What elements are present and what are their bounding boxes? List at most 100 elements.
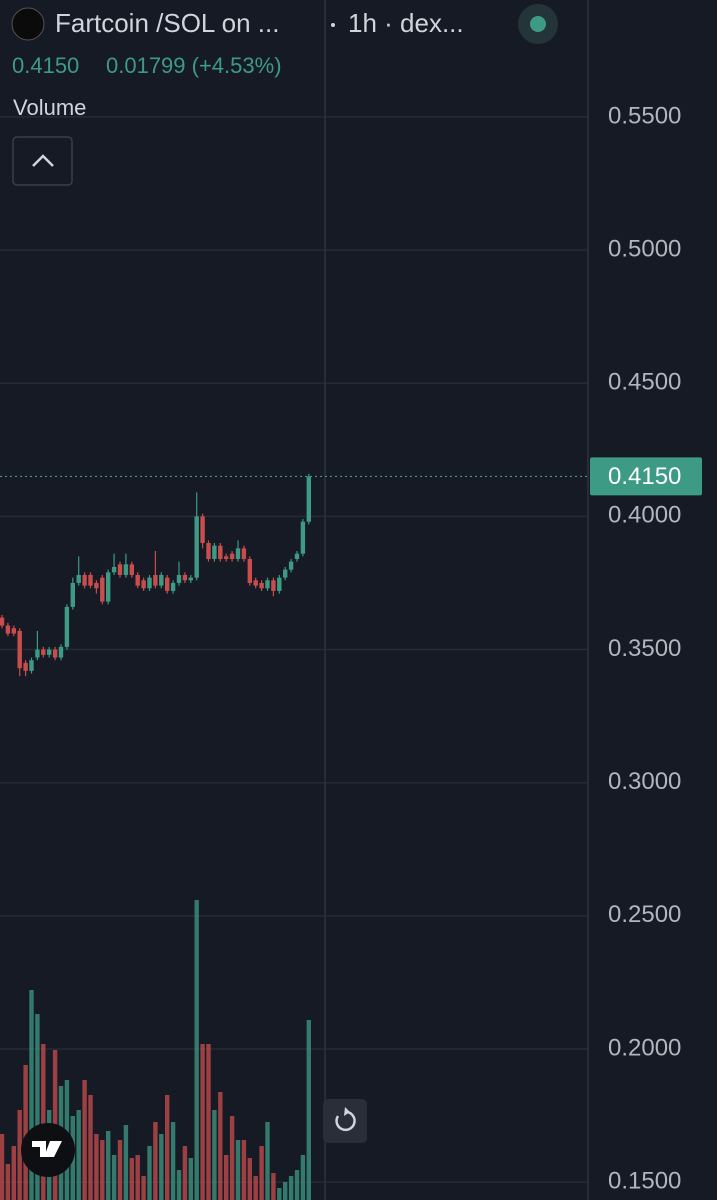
candle-body	[253, 580, 258, 586]
volume-bar	[229, 1116, 235, 1200]
candle-body	[288, 561, 294, 570]
candle-body	[224, 556, 229, 559]
volume-bar	[76, 1110, 81, 1200]
candle-body	[88, 574, 93, 586]
volume-bar	[188, 1158, 193, 1200]
volume-bar	[235, 1140, 241, 1200]
volume-bar	[182, 1146, 188, 1200]
chevron-icon	[32, 154, 54, 167]
candle-body	[294, 553, 300, 559]
candle-body	[153, 574, 158, 586]
volume-bar	[159, 1134, 164, 1200]
candle-body	[200, 516, 205, 544]
candle-body	[206, 543, 211, 559]
reset-button[interactable]	[323, 1099, 367, 1143]
volume-bar	[259, 1146, 264, 1200]
price-axis: 0.5500 0.5000 0.4500 0.4000 0.3500 0.3000 0.25…	[608, 102, 681, 1194]
volume-bar	[23, 1065, 28, 1200]
header-change: 0.01799 (+4.53%)	[106, 53, 282, 78]
y-tick-label: 0.4500	[608, 369, 681, 396]
candles	[0, 473, 311, 677]
volume-bar	[135, 1155, 140, 1200]
candle-body	[82, 574, 87, 586]
candle-body	[52, 649, 58, 658]
volume-bar	[283, 1182, 288, 1200]
candle-body	[306, 476, 311, 522]
volume-bar	[5, 1164, 11, 1200]
candle-body	[23, 662, 28, 671]
reset-arrow	[344, 1107, 350, 1116]
volume-bar	[17, 1110, 22, 1200]
volume-bar	[0, 1134, 5, 1200]
volume-bar	[241, 1140, 247, 1200]
volume-bar	[212, 1110, 217, 1200]
volume-bar	[29, 990, 34, 1200]
candle-body	[58, 646, 64, 658]
candle-body	[100, 577, 105, 602]
candle-body	[29, 660, 34, 671]
candle-body	[235, 548, 241, 559]
candle-body	[265, 580, 270, 589]
candle-body	[182, 574, 188, 581]
y-tick-label: 0.4000	[608, 502, 681, 529]
volume-bar	[94, 1134, 99, 1200]
candle-body	[194, 516, 199, 578]
candle-body	[17, 630, 22, 669]
volume-bar	[123, 1125, 129, 1200]
candle-body	[188, 577, 193, 581]
coin-logo	[11, 7, 45, 41]
y-tick-label: 0.5500	[608, 102, 681, 129]
last-price: 0.4150	[0, 457, 702, 496]
candle-body	[11, 628, 16, 634]
volume-bar	[271, 1173, 276, 1200]
candle-body	[70, 582, 75, 607]
candle-body	[159, 574, 164, 586]
volume-bar	[165, 1095, 170, 1200]
volume-bar	[218, 1092, 223, 1200]
candle-body	[170, 582, 176, 591]
candle-body	[241, 548, 247, 559]
candle-body	[41, 649, 46, 655]
candle-body	[212, 545, 217, 559]
volume-bar	[300, 1155, 306, 1200]
candle-body	[165, 577, 170, 591]
volume-bar	[170, 1122, 176, 1200]
candle-body	[0, 617, 5, 626]
candle-body	[64, 606, 70, 647]
volume-bar	[176, 1170, 182, 1200]
volume-bar	[288, 1176, 294, 1200]
collapse-button[interactable]	[12, 136, 73, 186]
candle-body	[259, 582, 264, 589]
volume-bar	[277, 1188, 282, 1200]
candle-body	[5, 625, 11, 634]
candle-body	[277, 577, 282, 591]
volume-bar	[253, 1176, 258, 1200]
candle-body	[135, 574, 140, 586]
volume-bar	[88, 1095, 93, 1200]
symbol-title[interactable]: Fartcoin /SOL on ...	[55, 8, 279, 38]
candle-body	[94, 582, 99, 589]
volume-bar	[224, 1155, 229, 1200]
volume-bar	[11, 1146, 16, 1200]
candle-body	[218, 545, 223, 559]
candle-body	[141, 580, 146, 589]
logo-mark	[32, 1141, 62, 1157]
status-dot	[530, 16, 546, 32]
last-price-label: 0.4150	[608, 463, 681, 490]
candle-body	[117, 564, 123, 575]
candle-body	[123, 564, 129, 575]
interval[interactable]: 1h · dex...	[348, 8, 464, 38]
y-tick-label: 0.2000	[608, 1034, 681, 1061]
volume-bar	[35, 1014, 40, 1200]
volume-bar	[153, 1122, 158, 1200]
volume-bar	[129, 1158, 134, 1200]
candle-body	[76, 574, 81, 583]
volume-bar	[265, 1122, 270, 1200]
candle-body	[283, 569, 288, 578]
candle-body	[176, 574, 182, 583]
reset-icon	[335, 1110, 356, 1132]
volume-legend: Volume	[13, 95, 86, 120]
volume-bar	[206, 1044, 211, 1200]
